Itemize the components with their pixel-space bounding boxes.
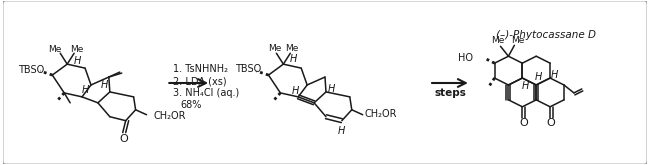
Text: H: H <box>534 72 542 82</box>
Text: O: O <box>519 118 528 128</box>
Text: CH₂OR: CH₂OR <box>153 111 186 121</box>
Text: H: H <box>551 70 558 80</box>
Text: H: H <box>327 84 335 94</box>
FancyBboxPatch shape <box>3 1 647 164</box>
Text: H: H <box>521 81 529 91</box>
Text: 68%: 68% <box>181 100 202 110</box>
Text: O: O <box>547 118 556 128</box>
Text: (–)-Phytocassane D: (–)-Phytocassane D <box>496 30 596 40</box>
Text: Me: Me <box>49 45 62 54</box>
Text: CH₂OR: CH₂OR <box>365 109 397 119</box>
Text: Me: Me <box>70 45 84 54</box>
Text: Me: Me <box>491 36 504 45</box>
Text: H: H <box>101 80 109 90</box>
Text: 1. TsNHNH₂: 1. TsNHNH₂ <box>174 64 228 74</box>
Text: Me: Me <box>268 44 281 53</box>
Text: H: H <box>292 86 299 96</box>
Text: H: H <box>338 126 346 136</box>
Text: O: O <box>120 133 128 144</box>
Text: H: H <box>73 56 81 66</box>
Text: TBSO: TBSO <box>18 65 44 75</box>
Text: H: H <box>290 54 297 64</box>
Text: 2. LDA (xs): 2. LDA (xs) <box>174 76 227 86</box>
Text: HO: HO <box>458 53 473 63</box>
Text: TBSO: TBSO <box>235 64 261 74</box>
Text: 3. NH₄Cl (aq.): 3. NH₄Cl (aq.) <box>174 88 240 98</box>
Text: H: H <box>81 85 88 95</box>
Text: steps: steps <box>434 88 466 98</box>
Text: Me: Me <box>511 36 524 45</box>
Text: Me: Me <box>285 44 299 53</box>
